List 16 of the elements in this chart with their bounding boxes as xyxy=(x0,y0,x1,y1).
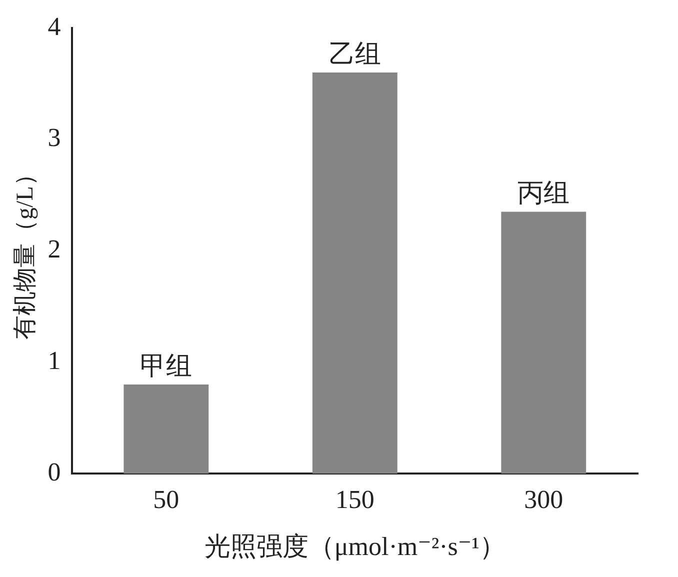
x-tick-label: 300 xyxy=(524,485,564,514)
y-tick-label: 3 xyxy=(48,123,61,152)
y-tick-label: 1 xyxy=(48,346,61,376)
x-tick-label: 50 xyxy=(153,485,180,514)
y-tick-label: 2 xyxy=(48,234,61,264)
bar xyxy=(501,212,586,474)
annotation: 甲组 xyxy=(140,351,192,380)
y-tick-label: 0 xyxy=(48,457,61,486)
bar xyxy=(124,384,209,474)
y-tick-label: 4 xyxy=(48,12,61,41)
x-tick-label: 150 xyxy=(335,485,374,514)
x-axis-title: 光照强度（μmol·m⁻²·s⁻¹） xyxy=(204,532,506,562)
annotation: 丙组 xyxy=(518,178,570,208)
bar xyxy=(312,72,398,474)
y-axis-title: 有机物量（g/L） xyxy=(12,162,39,340)
annotation: 乙组 xyxy=(328,39,381,68)
